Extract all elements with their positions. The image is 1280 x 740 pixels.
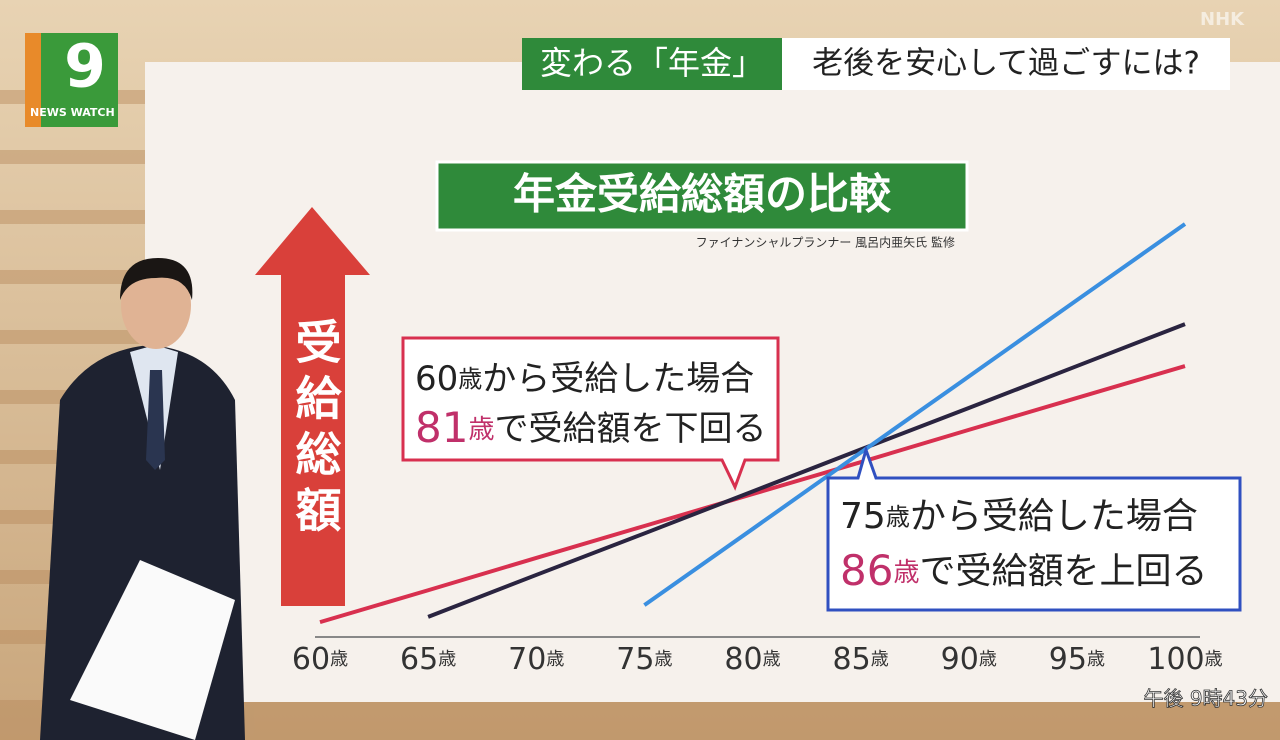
x-tick-label: 90歳 [941,642,997,677]
logo-stripe [25,33,41,127]
title-box [435,160,969,232]
arrow-head [255,207,370,275]
y-axis-label: 受給総額 [289,318,343,542]
x-tick-label: 65歳 [400,642,456,677]
annotation-box [826,445,1242,612]
series-line [319,364,1186,625]
channel: NHK [1200,9,1245,30]
annotation-line: 86歳で受給額を上回る [840,546,1207,595]
headline: 老後を安心して過ごすには? [812,46,1200,82]
topic: 変わる「年金」 [540,44,764,82]
x-tick-label: 70歳 [508,642,564,677]
x-tick-label: 75歳 [616,642,672,677]
clock: 午後 9時43分 [1143,687,1268,711]
x-tick-label: 80歳 [724,642,780,677]
x-tick-label: 95歳 [1049,642,1105,677]
arrow-shaft [281,275,345,606]
presenter [40,258,245,740]
annotation-line: 75歳から受給した場合 [840,496,1198,537]
chart-subtitle: ファイナンシャルプランナー 風呂内亜矢氏 監修 [696,235,955,250]
x-tick-label: 60歳 [292,642,348,677]
logo-number: 9 [64,32,106,102]
annotation-box [401,336,780,491]
annotation-line: 81歳で受給額を下回る [415,403,766,452]
series-line [427,322,1186,619]
chart-title: 年金受給総額の比較 [513,170,892,219]
annotation-line: 60歳から受給した場合 [415,359,754,399]
headline-box [782,38,1230,90]
series-line [643,222,1187,607]
x-tick-label: 85歳 [833,642,889,677]
logo-text: NEWS WATCH [30,106,115,119]
topic-box [522,38,782,90]
x-tick-label: 100歳 [1147,642,1222,677]
